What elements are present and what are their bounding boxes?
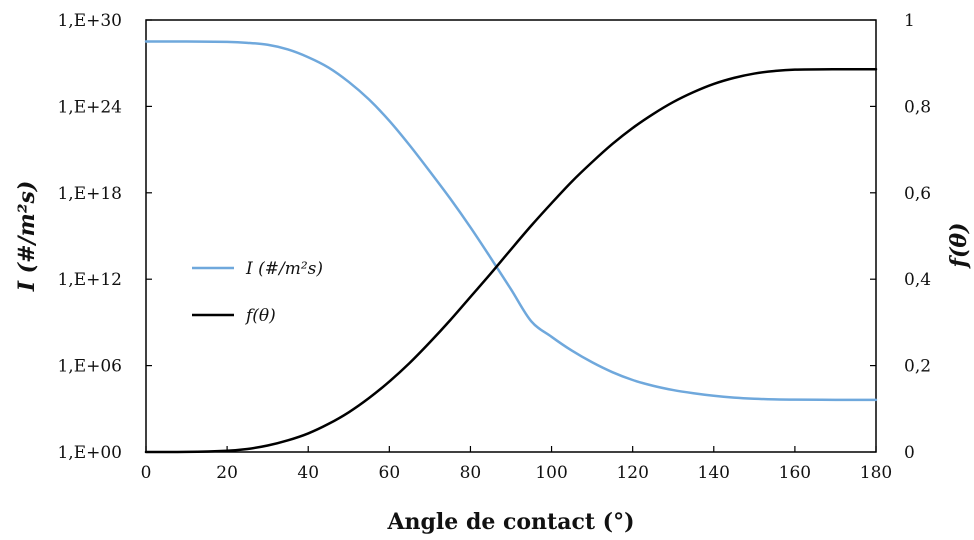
x-tick-label: 0 <box>141 463 152 483</box>
legend: I (#/m²s) f(θ) <box>192 259 323 326</box>
y-left-tick-label: 1,E+12 <box>57 270 122 290</box>
x-axis-title: Angle de contact (°) <box>386 509 634 535</box>
y-left-tick-label: 1,E+00 <box>57 443 122 463</box>
series-lines <box>144 40 878 454</box>
x-tick-label: 140 <box>698 463 730 483</box>
y-left-tick-label: 1,E+06 <box>57 357 122 377</box>
legend-label-I: I (#/m²s) <box>245 259 323 279</box>
x-axis-ticks: 0 20 40 60 80 100 120 140 160 180 <box>141 446 892 483</box>
x-tick-label: 180 <box>860 463 892 483</box>
y-left-axis-ticks: 1,E+00 1,E+06 1,E+12 1,E+18 1,E+24 1,E+30 <box>57 11 152 463</box>
y-left-tick-label: 1,E+24 <box>57 97 122 117</box>
x-tick-label: 100 <box>535 463 567 483</box>
y-left-tick-label: 1,E+18 <box>57 184 122 204</box>
y-right-tick-label: 0,6 <box>904 184 931 204</box>
x-tick-label: 20 <box>216 463 238 483</box>
x-tick-label: 160 <box>779 463 811 483</box>
y-right-axis-ticks: 0 0,2 0,4 0,6 0,8 1 <box>870 11 931 463</box>
series-line-f <box>144 67 878 454</box>
y-left-axis-title: I (#/m²s) <box>14 181 40 293</box>
legend-label-f: f(θ) <box>244 306 276 326</box>
x-tick-label: 80 <box>460 463 482 483</box>
y-right-tick-label: 0,8 <box>904 97 931 117</box>
series-line-I <box>144 40 878 402</box>
y-right-tick-label: 0,2 <box>904 357 931 377</box>
y-right-tick-label: 1 <box>904 11 915 31</box>
y-right-tick-label: 0,4 <box>904 270 931 290</box>
plot-frame <box>145 19 877 453</box>
y-left-tick-label: 1,E+30 <box>57 11 122 31</box>
x-tick-label: 120 <box>616 463 648 483</box>
x-tick-label: 40 <box>297 463 319 483</box>
x-tick-label: 60 <box>379 463 401 483</box>
y-right-tick-label: 0 <box>904 443 915 463</box>
y-right-axis-title: f(θ) <box>946 223 972 270</box>
